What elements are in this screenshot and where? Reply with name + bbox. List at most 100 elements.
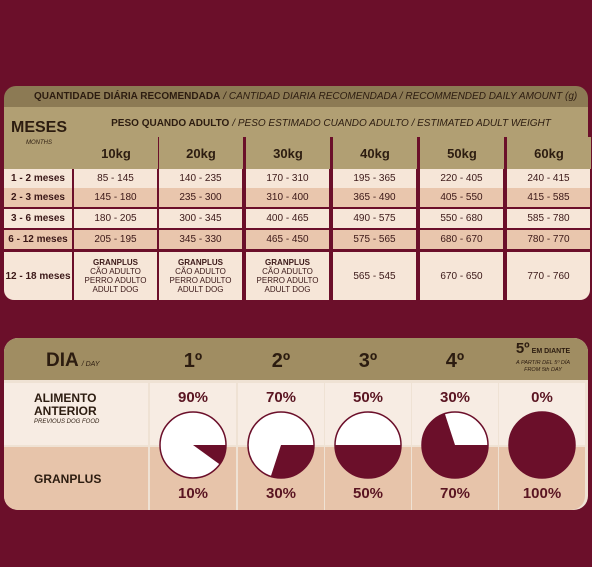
amount-cell: 680 - 670 (420, 230, 503, 249)
granplus-percent: 100% (522, 485, 562, 502)
day-header: 3º (358, 349, 378, 372)
amount-cell: 415 - 585 (507, 188, 590, 207)
day5-header: 5º EM DIANTE A PARTIR DEL 5º DÍA FROM 5th D… (499, 340, 587, 380)
amount-cell: 145 - 180 (74, 188, 157, 207)
transition-pie (334, 411, 402, 479)
dia-label: DIA (46, 350, 79, 371)
amount-cell: 195 - 365 (333, 169, 416, 188)
amount-cell: 240 - 415 (507, 169, 590, 188)
previous-food-label: ALIMENTO ANTERIOR PREVIOUS DOG FOOD (34, 392, 144, 427)
adult-note-line: ADULT DOG (177, 285, 224, 294)
amount-cell: 405 - 550 (420, 188, 503, 207)
adult-food-note-cell: GRANPLUS CÃO ADULTO PERRO ADULTO ADULT DOG (74, 252, 157, 300)
weight-column-header: 10kg (101, 145, 131, 161)
amount-cell: 180 - 205 (74, 209, 157, 228)
granplus-label: GRANPLUS (34, 472, 102, 486)
amount-cell: 550 - 680 (420, 209, 503, 228)
weight-column-header: 50kg (447, 145, 477, 161)
amount-cell: 575 - 565 (333, 230, 416, 249)
previous-row-label-bg (4, 383, 148, 445)
weight-header-translations: / PESO ESTIMADO CUANDO ADULTO / ESTIMATE… (232, 117, 551, 129)
transition-pie (159, 411, 227, 479)
granplus-percent: 30% (265, 485, 297, 502)
granplus-percent: 10% (177, 485, 209, 502)
pie-granplus-slice (270, 445, 314, 478)
granplus-percent: 50% (352, 485, 384, 502)
month-cell: 1 - 2 meses (4, 169, 72, 188)
weight-header-title: PESO QUANDO ADULTO (111, 117, 230, 129)
table1-title: QUANTIDADE DIÁRIA RECOMENDADA (34, 91, 221, 102)
weight-col-band (420, 137, 504, 169)
pie-granplus-slice (335, 445, 401, 478)
day5-sub: A PARTIR DEL 5º DÍA (515, 360, 571, 366)
adult-note-line: CÃO ADULTO (90, 267, 141, 276)
months-label: MESES (10, 119, 67, 136)
table1-title-translations: / CANTIDAD DIARIA RECOMENDADA / RECOMMEN… (223, 91, 578, 102)
amount-cell: 400 - 465 (246, 209, 329, 228)
weight-column-header: 60kg (534, 145, 564, 161)
weight-col-band (333, 137, 417, 169)
adult-note-line: ADULT DOG (92, 285, 139, 294)
month-cell: 6 - 12 meses (4, 230, 72, 249)
adult-food-note-cell: GRANPLUS CÃO ADULTO PERRO ADULTO ADULT DOG (246, 252, 329, 300)
month-cell: 12 - 18 meses (4, 252, 72, 300)
transition-pie (421, 411, 489, 479)
month-cell: 3 - 6 meses (4, 209, 72, 228)
day5-number: 5º (515, 340, 530, 357)
weight-header-band (74, 107, 588, 137)
amount-cell: 770 - 760 (507, 252, 590, 300)
amount-cell: 670 - 650 (420, 252, 503, 300)
month-cell: 2 - 3 meses (4, 188, 72, 207)
weight-header: PESO QUANDO ADULTO / PESO ESTIMADO CUANDO… (74, 115, 588, 131)
adult-note-line: GRANPLUS (178, 258, 223, 267)
months-sublabel: MONTHS (26, 140, 52, 146)
amount-cell: 205 - 195 (74, 230, 157, 249)
weight-column-header: 40kg (360, 145, 390, 161)
amount-cell: 140 - 235 (159, 169, 242, 188)
adult-note-line: CÃO ADULTO (262, 267, 313, 276)
previous-food-percent: 70% (265, 389, 297, 406)
adult-note-line: CÃO ADULTO (175, 267, 226, 276)
pie-granplus-slice (422, 413, 488, 478)
weight-column-header: 30kg (273, 145, 303, 161)
day-header: 4º (445, 349, 465, 372)
transition-pie (247, 411, 315, 479)
amount-cell: 235 - 300 (159, 188, 242, 207)
adult-note-line: GRANPLUS (265, 258, 310, 267)
adult-note-line: PERRO ADULTO (256, 276, 319, 285)
previous-food-sublabel: PREVIOUS DOG FOOD (34, 419, 100, 425)
amount-cell: 585 - 780 (507, 209, 590, 228)
amount-cell: 465 - 450 (246, 230, 329, 249)
adult-note-line: ADULT DOG (264, 285, 311, 294)
pie-granplus-slice (193, 445, 226, 465)
previous-food-percent: 30% (439, 389, 471, 406)
amount-cell: 300 - 345 (159, 209, 242, 228)
amount-cell: 345 - 330 (159, 230, 242, 249)
adult-note-line: GRANPLUS (93, 258, 138, 267)
previous-food-percent: 90% (177, 389, 209, 406)
weight-column-header: 20kg (186, 145, 216, 161)
dia-sublabel: / DAY (81, 361, 100, 368)
day5-suffix: EM DIANTE (531, 348, 571, 355)
weight-col-band (159, 137, 243, 169)
months-header-cell (4, 107, 74, 169)
granplus-row-label-bg (4, 447, 148, 510)
amount-cell: 490 - 575 (333, 209, 416, 228)
adult-food-note-cell: GRANPLUS CÃO ADULTO PERRO ADULTO ADULT DOG (159, 252, 242, 300)
previous-food-percent: 0% (531, 389, 553, 406)
amount-cell: 310 - 400 (246, 188, 329, 207)
dia-label-wrap: DIA / DAY (46, 350, 146, 374)
previous-food-line: ALIMENTO (34, 391, 97, 405)
day-header: 1º (183, 349, 203, 372)
pie-granplus-slice (509, 412, 575, 478)
amount-cell: 220 - 405 (420, 169, 503, 188)
weight-col-band (74, 137, 158, 169)
amount-cell: 565 - 545 (333, 252, 416, 300)
transition-pie (508, 411, 576, 479)
granplus-percent: 70% (439, 485, 471, 502)
amount-cell: 780 - 770 (507, 230, 590, 249)
amount-cell: 85 - 145 (74, 169, 157, 188)
previous-food-line: ANTERIOR (34, 404, 97, 418)
table1-title-bar: QUANTIDADE DIÁRIA RECOMENDADA / CANTIDAD… (4, 86, 588, 107)
adult-note-line: PERRO ADULTO (84, 276, 147, 285)
